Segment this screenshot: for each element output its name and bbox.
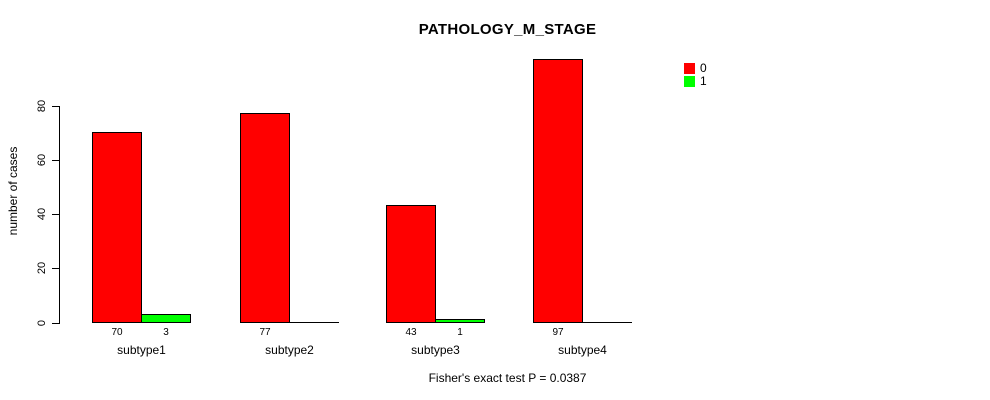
category-label-subtype2: subtype2 xyxy=(265,343,314,357)
y-tick xyxy=(52,214,59,215)
bar-series0-subtype1 xyxy=(92,132,142,323)
y-tick-label: 0 xyxy=(36,319,48,327)
category-label-subtype1: subtype1 xyxy=(117,343,166,357)
bar-series1-subtype3 xyxy=(435,319,485,323)
legend-label-1: 1 xyxy=(700,74,707,88)
y-tick-label: 20 xyxy=(36,261,48,275)
y-tick-label: 80 xyxy=(36,99,48,113)
y-tick xyxy=(52,106,59,107)
bar-count-label: 70 xyxy=(111,327,123,338)
bar-series0-subtype2 xyxy=(240,113,290,323)
bar-series1-subtype4 xyxy=(582,322,632,323)
legend-entry-1: 1 xyxy=(684,75,707,88)
legend-label-0: 0 xyxy=(700,61,707,75)
y-axis-line xyxy=(59,106,60,324)
bar-count-label: 43 xyxy=(405,327,417,338)
y-tick xyxy=(52,160,59,161)
bar-count-label: 3 xyxy=(163,327,169,338)
stat-test-caption: Fisher's exact test P = 0.0387 xyxy=(428,371,587,385)
bar-count-label: 97 xyxy=(552,327,564,338)
bar-series0-subtype4 xyxy=(533,59,583,323)
y-tick-label: 40 xyxy=(36,207,48,221)
bar-series0-subtype3 xyxy=(386,205,436,323)
y-axis-title: number of cases xyxy=(6,146,20,236)
y-tick-label: 60 xyxy=(36,153,48,167)
y-tick xyxy=(52,268,59,269)
category-label-subtype3: subtype3 xyxy=(411,343,460,357)
bar-count-label: 1 xyxy=(457,327,463,338)
bar-count-label: 77 xyxy=(259,327,271,338)
legend-swatch-1 xyxy=(684,76,695,87)
bar-series1-subtype1 xyxy=(141,314,191,323)
legend-swatch-0 xyxy=(684,63,695,74)
bar-series1-subtype2 xyxy=(289,322,339,323)
category-label-subtype4: subtype4 xyxy=(558,343,607,357)
chart-title: PATHOLOGY_M_STAGE xyxy=(418,21,597,38)
y-tick xyxy=(52,323,59,324)
legend-entry-0: 0 xyxy=(684,62,707,75)
